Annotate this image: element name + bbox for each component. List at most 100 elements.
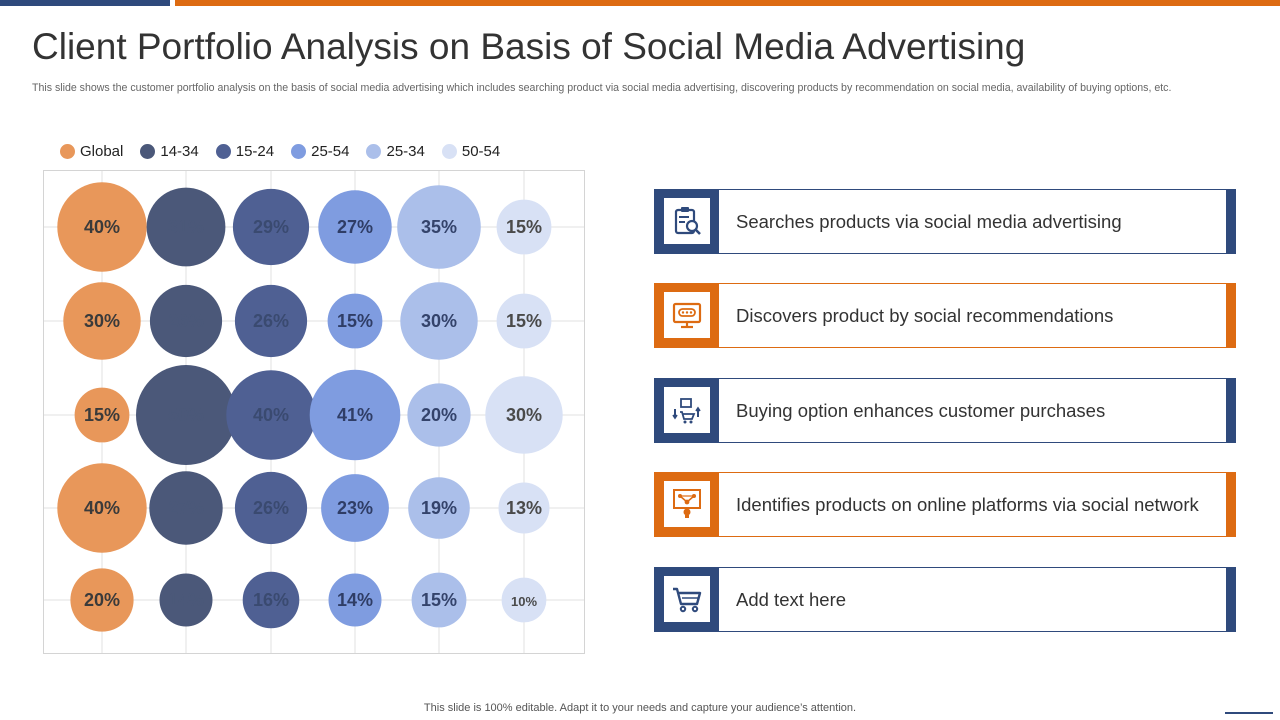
legend-item: 14-34	[140, 143, 199, 160]
bubble-data-label: 10%	[511, 594, 537, 609]
bubble	[321, 474, 389, 542]
bubble	[63, 282, 141, 360]
bubble	[57, 463, 147, 553]
bubble	[74, 387, 130, 443]
bubble-data-label: 30%	[506, 405, 542, 425]
top-accent-bar-navy	[0, 0, 170, 6]
bubble-data-label: 15%	[421, 590, 457, 610]
page-subtitle: This slide shows the customer portfolio …	[32, 82, 1172, 94]
bubble	[327, 293, 383, 349]
feature-label: Identifies products on online platforms …	[736, 493, 1199, 515]
legend-item: 25-54	[291, 143, 349, 160]
bubble-data-label: 30%	[84, 311, 120, 331]
legend-label: 50-54	[461, 143, 501, 160]
feature-row: Add text here	[654, 567, 1236, 632]
bubble	[234, 284, 308, 358]
feature-label: Buying option enhances customer purchase…	[736, 399, 1106, 421]
footer-note: This slide is 100% editable. Adapt it to…	[423, 702, 857, 714]
bubble-data-label: 13%	[506, 498, 542, 518]
legend-label: 14-34	[160, 143, 199, 160]
bubble	[407, 383, 471, 447]
legend-dot	[140, 144, 156, 159]
bubble	[70, 568, 134, 632]
legend-dot	[215, 144, 231, 159]
legend-item: Global	[60, 143, 123, 160]
bubble-data-label: 40%	[84, 498, 120, 518]
bubble-data-label: 41%	[337, 405, 373, 425]
plot-border	[43, 170, 585, 654]
legend-label: Global	[80, 143, 124, 160]
bubble-data-label: 15%	[337, 311, 373, 331]
bubble	[159, 573, 213, 627]
bubble	[226, 370, 316, 460]
bubble	[408, 477, 470, 539]
network-lightbulb-icon	[664, 481, 710, 527]
bubble-data-label: 15%	[506, 311, 542, 331]
legend-dot	[441, 144, 457, 159]
bubble-data-label: 14%	[337, 590, 373, 610]
feature-row: Discovers product by social recommendati…	[654, 283, 1236, 348]
bubble	[136, 365, 236, 465]
bubble-data-label: 16%	[253, 590, 289, 610]
bubble-data-label: 23%	[337, 498, 373, 518]
bubble-data-label: 19%	[421, 498, 457, 518]
bubble	[149, 284, 223, 358]
bubble	[234, 471, 308, 545]
bubble	[485, 376, 563, 454]
bubble	[242, 571, 300, 629]
bubble-data-label: 14%	[168, 590, 204, 610]
feature-icon-box	[655, 473, 719, 536]
feature-row: Identifies products on online platforms …	[654, 472, 1236, 537]
footer-accent-line	[1225, 712, 1273, 714]
bubble-data-label: 26%	[168, 311, 204, 331]
bubble	[496, 199, 552, 255]
top-accent-bar-orange	[175, 0, 1280, 6]
bubble-data-label: 27%	[168, 498, 204, 518]
feature-row: Buying option enhances customer purchase…	[654, 378, 1236, 443]
bubble-data-label: 40%	[253, 405, 289, 425]
feature-row: Searches products via social media adver…	[654, 189, 1236, 254]
feature-icon-box	[655, 284, 719, 347]
page-title: Client Portfolio Analysis on Basis of So…	[32, 26, 1026, 67]
bubble	[411, 572, 467, 628]
bubble-data-label: 29%	[253, 217, 289, 237]
bubble-data-label: 40%	[84, 217, 120, 237]
feature-icon-box	[655, 568, 719, 631]
chart-legend: Global 14-34 15-24 25-54 25-34 50-54	[60, 143, 517, 160]
bubble-data-label: 26%	[253, 498, 289, 518]
bubble-data-label: 15%	[84, 405, 120, 425]
bubble	[318, 190, 392, 264]
legend-item: 50-54	[441, 143, 501, 160]
legend-dot	[291, 144, 307, 159]
bubble-data-label: 35%	[421, 217, 457, 237]
feature-label: Add text here	[736, 588, 847, 610]
bubble	[496, 293, 552, 349]
bubble	[149, 471, 223, 545]
clipboard-search-icon	[664, 198, 710, 244]
bubble-data-label: 26%	[253, 311, 289, 331]
bubble-data-label: 31%	[168, 217, 204, 237]
feature-label: Discovers product by social recommendati…	[736, 304, 1114, 326]
bubble-data-label: 30%	[421, 311, 457, 331]
legend-dot	[366, 144, 382, 159]
legend-label: 15-24	[235, 143, 275, 160]
feature-icon-box	[655, 379, 719, 442]
bubble	[328, 573, 382, 627]
legend-label: 25-54	[311, 143, 350, 160]
monitor-icon	[664, 292, 710, 338]
feature-icon-box	[655, 190, 719, 253]
legend-item: 25-34	[366, 143, 425, 160]
bubble-data-label: 27%	[337, 217, 373, 237]
bubble	[498, 482, 550, 534]
bubble	[400, 282, 478, 360]
feature-accent-bar	[1226, 190, 1235, 253]
shopping-cart-icon	[664, 576, 710, 622]
shopping-options-icon	[664, 387, 710, 433]
bubble-data-label: 20%	[84, 590, 120, 610]
bubble	[309, 369, 401, 461]
legend-item: 15-24	[215, 143, 275, 160]
bubble	[146, 187, 226, 267]
feature-accent-bar	[1226, 379, 1235, 442]
bubble	[397, 185, 481, 269]
bubble-data-label: 15%	[506, 217, 542, 237]
